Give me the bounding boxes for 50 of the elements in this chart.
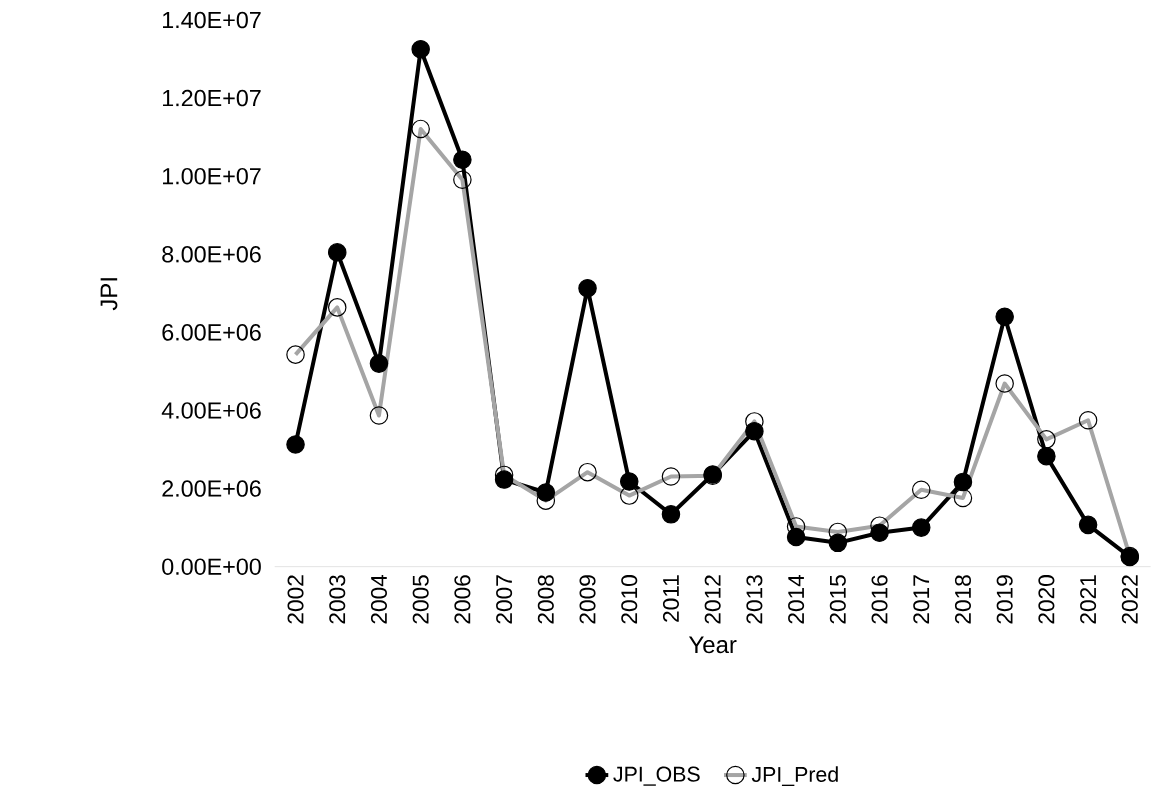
x-tick-label: 2014	[788, 574, 805, 624]
x-tick-label: 2020	[1038, 575, 1055, 624]
point	[1078, 515, 1098, 535]
point	[453, 150, 472, 169]
point	[745, 421, 764, 441]
x-tick-label: 2019	[996, 575, 1013, 624]
y-tick-label: 0.00E+00	[162, 558, 261, 575]
y-tick-label: 6.00E+06	[162, 324, 261, 341]
y-axis-title: JPI	[100, 278, 118, 311]
y-tick-label: 1.20E+07	[163, 89, 261, 107]
x-axis-title: Year	[688, 636, 737, 654]
point	[327, 243, 347, 262]
x-tick-label: 2018	[954, 575, 971, 624]
x-tick-label: 2004	[370, 574, 387, 624]
point	[369, 354, 389, 373]
point	[953, 472, 973, 492]
y-tick-label: 8.00E+06	[162, 245, 261, 263]
point	[911, 518, 931, 537]
x-tick-label: 2008	[537, 575, 554, 624]
x-tick-label: 2010	[621, 575, 638, 624]
legend-label: JPI_OBS	[613, 766, 700, 786]
point	[286, 435, 305, 454]
point	[1037, 446, 1056, 466]
x-tick-label: 2013	[746, 575, 763, 624]
y-tick-label: 1.40E+07	[163, 11, 261, 29]
legend-label: JPI_Pred	[751, 766, 838, 786]
x-tick-label: 2012	[704, 575, 721, 624]
x-tick-label: 2022	[1121, 575, 1138, 624]
x-tick-label: 2002	[287, 575, 304, 624]
y-tick-label: 2.00E+06	[162, 480, 261, 497]
x-tick-label: 2005	[412, 575, 429, 624]
x-tick-label: 2009	[579, 575, 596, 624]
point	[619, 472, 639, 491]
x-tick-label: 2015	[829, 575, 846, 624]
x-tick-label: 2017	[913, 575, 930, 624]
y-tick-label: 4.00E+06	[161, 402, 261, 419]
x-tick-label: 2007	[496, 575, 513, 624]
x-tick-label: 2011	[662, 575, 679, 622]
x-tick-label: 2016	[871, 575, 888, 624]
point	[995, 307, 1014, 326]
point	[536, 483, 556, 502]
y-tick-label: 1.00E+07	[163, 167, 261, 185]
x-tick-label: 2021	[1080, 575, 1097, 624]
point	[411, 39, 430, 59]
point	[828, 533, 848, 553]
x-tick-label: 2006	[454, 575, 471, 624]
point	[578, 278, 597, 298]
point	[786, 527, 806, 547]
x-tick-label: 2003	[329, 575, 346, 624]
point	[661, 505, 681, 524]
